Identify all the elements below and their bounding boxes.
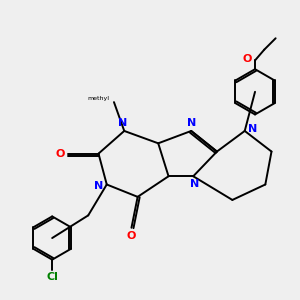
Text: N: N [248,124,257,134]
Text: N: N [190,179,199,189]
Text: N: N [187,118,196,128]
Text: N: N [118,118,127,128]
Text: O: O [127,231,136,241]
Text: N: N [94,181,104,190]
Text: Cl: Cl [46,272,58,282]
Text: O: O [55,148,64,159]
Text: O: O [243,54,252,64]
Text: methyl: methyl [88,96,110,101]
